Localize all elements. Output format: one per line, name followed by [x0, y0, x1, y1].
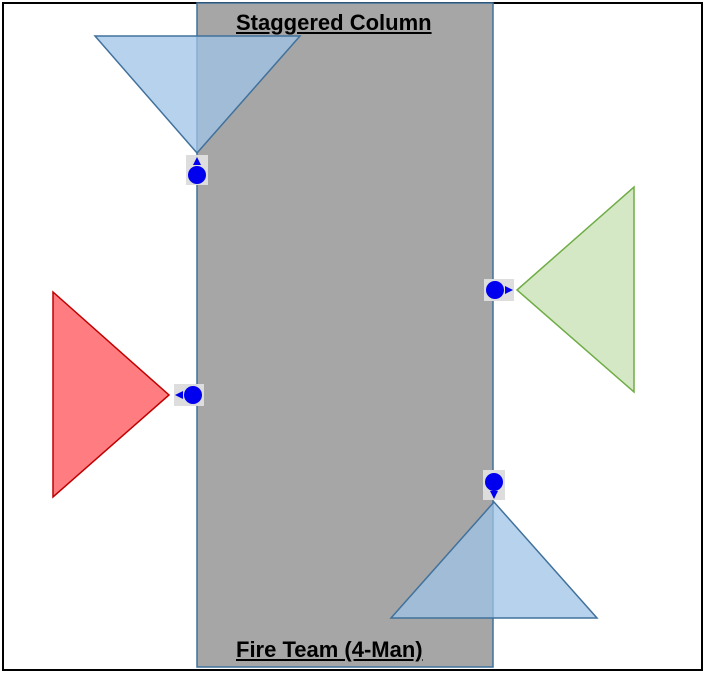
- diagram-caption: Fire Team (4-Man): [236, 637, 423, 662]
- right-soldier-marker: [484, 279, 514, 301]
- column-corridor: [196, 2, 494, 668]
- bottom-soldier-marker: [483, 470, 505, 500]
- diagram-title: Staggered Column: [236, 10, 432, 35]
- left-sector-triangle: [52, 290, 171, 499]
- right-sector-triangle: [515, 185, 635, 394]
- top-soldier-marker: [186, 155, 208, 185]
- bottom-sector-triangle: [389, 500, 599, 619]
- left-soldier-marker: [174, 384, 204, 406]
- top-sector-triangle: [93, 35, 302, 155]
